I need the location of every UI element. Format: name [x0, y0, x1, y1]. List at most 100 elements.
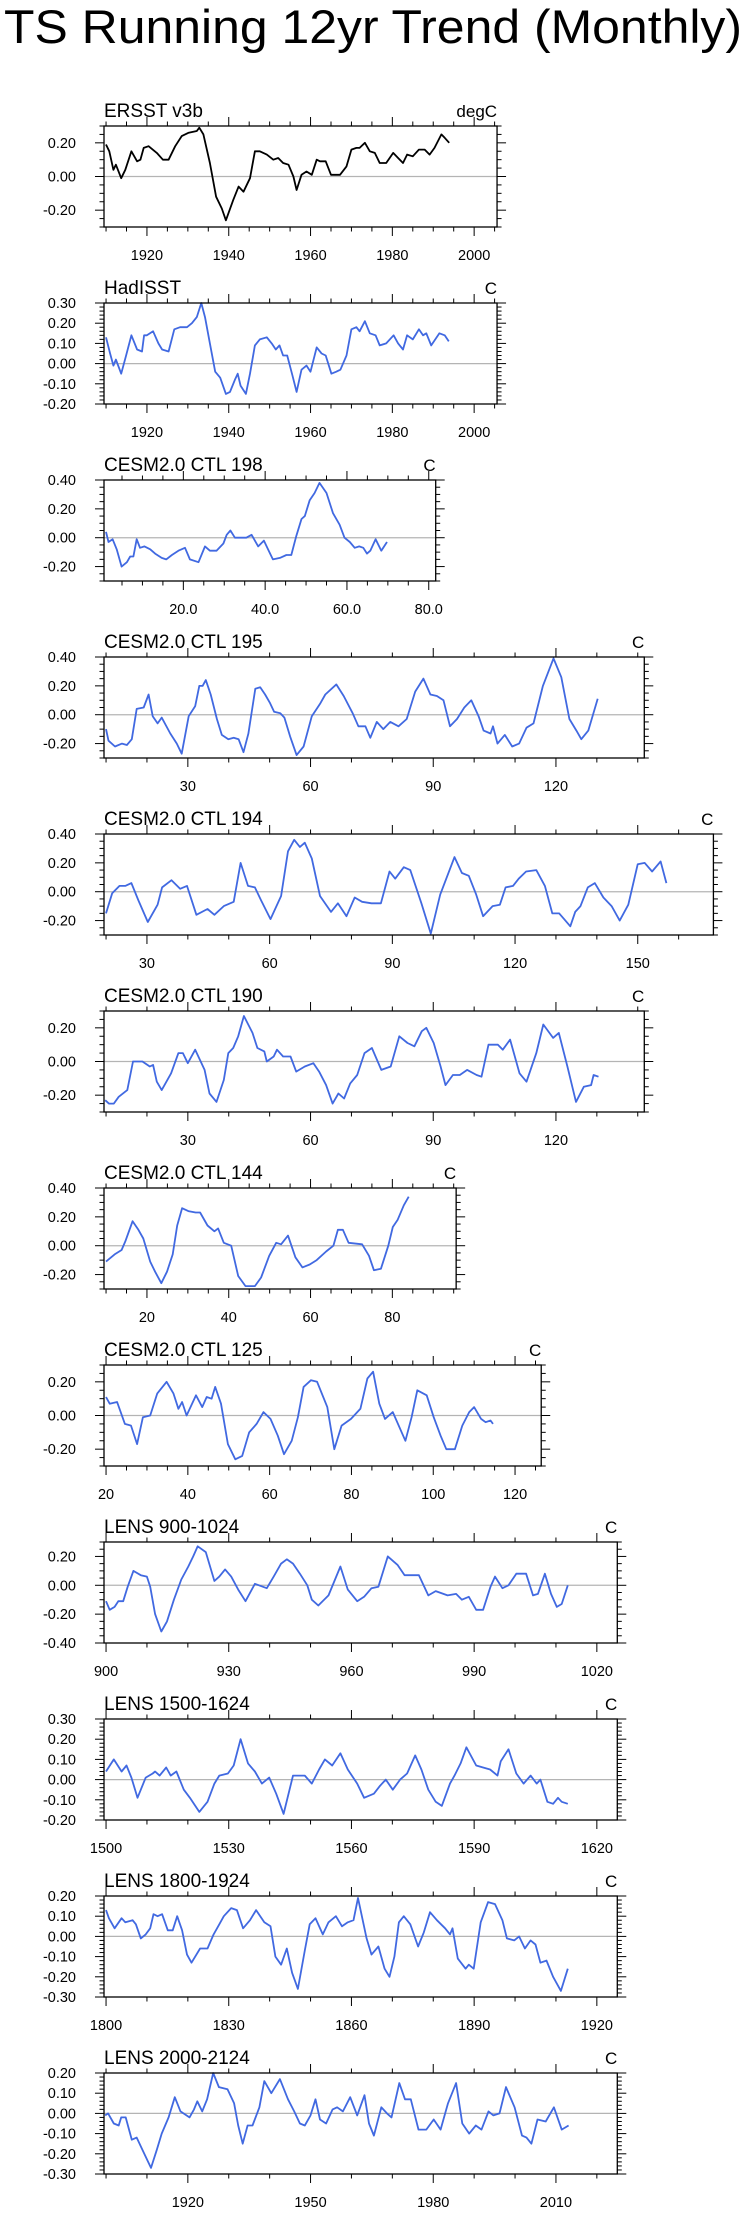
- plot-frame: [103, 1187, 457, 1290]
- y-tick-label: 0.20: [48, 316, 76, 332]
- panel-3: CESM2.0 CTL 198 C 20.0 40.0 60.0 80.0 -0.20 0.0…: [43, 455, 445, 618]
- panel-title: CESM2.0 CTL 198: [104, 455, 263, 476]
- y-tick-label: 0.20: [48, 502, 76, 518]
- y-tick-label: 0.20: [48, 2066, 76, 2082]
- panel-1: ERSST v3b degC 1920 1940 1960 1980 2000 -0.20 0.…: [43, 101, 507, 264]
- x-tick-label: 1590: [458, 1841, 490, 1857]
- plot-frame: [103, 1364, 542, 1467]
- panel-title: ERSST v3b: [104, 101, 203, 122]
- x-tick-label: 60: [302, 1133, 318, 1149]
- units-label: degC: [456, 102, 497, 121]
- x-tick-label: 1530: [213, 1841, 245, 1857]
- series-line: [105, 1370, 494, 1461]
- series-line: [105, 657, 599, 756]
- panel-title: HadISST: [104, 278, 181, 299]
- y-tick-label: -0.10: [43, 377, 76, 393]
- y-tick-label: -0.20: [43, 1268, 76, 1284]
- y-tick-label: -0.20: [43, 1442, 76, 1458]
- x-tick-label: 1860: [335, 2018, 367, 2034]
- x-tick-label: 1940: [213, 248, 245, 264]
- units-label: C: [444, 1164, 456, 1183]
- panel-title: CESM2.0 CTL 190: [104, 986, 263, 1007]
- x-tick-label: 60.0: [333, 602, 361, 618]
- y-tick-label: 0.00: [48, 357, 76, 373]
- x-tick-label: 930: [217, 1664, 241, 1680]
- units-label: C: [605, 1518, 617, 1537]
- x-tick-label: 1020: [581, 1664, 613, 1680]
- x-tick-label: 150: [626, 956, 650, 972]
- x-tick-label: 1500: [90, 1841, 122, 1857]
- y-tick-label: 0.00: [48, 708, 76, 724]
- y-tick-label: 0.40: [48, 650, 76, 666]
- y-tick-label: 0.20: [48, 856, 76, 872]
- x-tick-label: 1920: [131, 425, 163, 441]
- y-tick-label: -0.40: [43, 1636, 76, 1652]
- x-tick-label: 1890: [458, 2018, 490, 2034]
- plot-frame: [103, 1718, 618, 1821]
- series-line: [105, 302, 450, 395]
- y-tick-label: 0.40: [48, 1181, 76, 1197]
- x-tick-label: 2010: [540, 2195, 572, 2211]
- y-tick-label: -0.20: [43, 1970, 76, 1986]
- y-tick-label: 0.10: [48, 1909, 76, 1925]
- y-tick-label: 0.00: [48, 885, 76, 901]
- y-tick-label: -0.20: [43, 560, 76, 576]
- x-tick-label: 1620: [581, 1841, 613, 1857]
- plot-frame: [103, 479, 437, 582]
- y-tick-label: 0.30: [48, 1712, 76, 1728]
- y-tick-label: 0.10: [48, 1752, 76, 1768]
- plot-frame: [103, 1895, 618, 1998]
- y-tick-label: 0.00: [48, 2106, 76, 2122]
- x-tick-label: 20: [98, 1487, 114, 1503]
- x-tick-label: 120: [544, 1133, 568, 1149]
- x-tick-label: 80.0: [415, 602, 443, 618]
- x-tick-label: 1920: [131, 248, 163, 264]
- y-tick-label: 0.40: [48, 473, 76, 489]
- y-tick-label: 0.10: [48, 336, 76, 352]
- x-tick-label: 40: [221, 1310, 237, 1326]
- y-tick-label: 0.20: [48, 1021, 76, 1037]
- y-tick-label: 0.00: [48, 1773, 76, 1789]
- y-tick-label: -0.10: [43, 2127, 76, 2143]
- plot-frame: [103, 1541, 618, 1644]
- panel-title: LENS 2000-2124: [104, 2048, 250, 2069]
- x-tick-label: 80: [343, 1487, 359, 1503]
- x-tick-label: 30: [180, 779, 196, 795]
- y-tick-label: -0.20: [43, 397, 76, 413]
- y-tick-label: 0.40: [48, 827, 76, 843]
- x-tick-label: 120: [544, 779, 568, 795]
- x-tick-label: 2000: [458, 248, 490, 264]
- units-label: C: [485, 279, 497, 298]
- y-tick-label: 0.20: [48, 1549, 76, 1565]
- panel-2: HadISST C 1920 1940 1960 1980 2000 -0.20 -0.10 0.…: [43, 278, 507, 441]
- x-tick-label: 80: [384, 1310, 400, 1326]
- y-tick-label: 0.10: [48, 2086, 76, 2102]
- panel-8: CESM2.0 CTL 125 C 20 40 60 80 100 120 -0.20 0.00 0…: [43, 1340, 551, 1503]
- x-tick-label: 20.0: [169, 602, 197, 618]
- units-label: C: [632, 987, 644, 1006]
- series-line: [105, 126, 450, 222]
- plot-frame: [103, 2072, 618, 2175]
- plot-frame: [103, 833, 715, 936]
- y-tick-label: 0.20: [48, 1889, 76, 1905]
- x-tick-label: 20: [139, 1310, 155, 1326]
- panel-title: LENS 1800-1924: [104, 1871, 250, 1892]
- x-tick-label: 100: [421, 1487, 445, 1503]
- x-tick-label: 960: [339, 1664, 363, 1680]
- units-label: C: [605, 1695, 617, 1714]
- x-tick-label: 1980: [376, 248, 408, 264]
- plot-frame: [103, 125, 498, 228]
- plot-frame: [103, 302, 498, 405]
- y-tick-label: -0.30: [43, 1990, 76, 2006]
- x-tick-label: 1950: [294, 2195, 326, 2211]
- x-tick-label: 90: [425, 779, 441, 795]
- units-label: C: [529, 1341, 541, 1360]
- x-tick-label: 30: [139, 956, 155, 972]
- panel-title: CESM2.0 CTL 194: [104, 809, 263, 830]
- y-tick-label: 0.20: [48, 679, 76, 695]
- x-tick-label: 1940: [213, 425, 245, 441]
- panel-7: CESM2.0 CTL 144 C 20 40 60 80 -0.20 0.00 0.20 0.4…: [43, 1163, 466, 1326]
- y-tick-label: 0.20: [48, 1375, 76, 1391]
- y-tick-label: 0.00: [48, 531, 76, 547]
- series-line: [105, 1897, 569, 1992]
